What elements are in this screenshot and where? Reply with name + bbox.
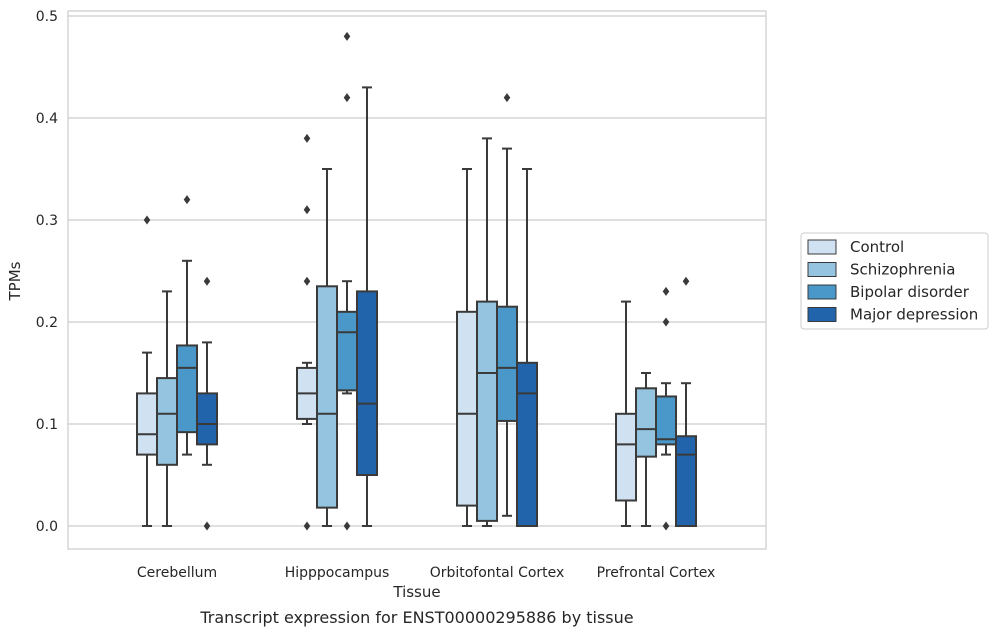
- outlier-point: [303, 133, 311, 143]
- y-tick-label: 0.4: [36, 111, 58, 127]
- y-axis-label: TPMs: [6, 261, 24, 301]
- outlier-point: [203, 276, 211, 286]
- outlier-point: [343, 521, 351, 531]
- outlier-point: [662, 317, 670, 327]
- box-schizophrenia: [476, 137, 498, 527]
- box-major-depression: [675, 276, 697, 527]
- plot-frame: [67, 10, 767, 550]
- y-tick-label: 0.5: [36, 9, 58, 25]
- box-body: [675, 435, 697, 527]
- outlier-point: [303, 205, 311, 215]
- box-body: [456, 310, 478, 507]
- outlier-point: [303, 521, 311, 531]
- legend-label: Schizophrenia: [850, 261, 955, 279]
- legend-frame: [800, 232, 989, 330]
- x-tick-label: Hipppocampus: [285, 565, 390, 581]
- box-body: [136, 392, 158, 456]
- boxes: [136, 31, 697, 531]
- legend-swatch: [807, 284, 837, 300]
- box-bipolar-disorder: [655, 286, 677, 531]
- outlier-point: [662, 521, 670, 531]
- figure-caption: Transcript expression for ENST0000029588…: [199, 608, 633, 627]
- legend-items: Control Schizophrenia Bipolar disorder Majo…: [807, 238, 978, 324]
- outlier-point: [343, 93, 351, 103]
- outlier-point: [143, 215, 151, 225]
- box-body: [476, 300, 498, 522]
- box-body: [196, 392, 218, 446]
- y-tick-label: 0.0: [36, 519, 58, 535]
- box-major-depression: [196, 276, 218, 531]
- box-control: [296, 133, 318, 531]
- box-body: [316, 285, 338, 509]
- x-tick-label: Orbitofontal Cortex: [430, 565, 565, 581]
- box-body: [516, 361, 538, 527]
- legend-label: Control: [850, 238, 904, 256]
- outlier-point: [343, 31, 351, 41]
- legend-swatch: [807, 307, 837, 322]
- box-body: [496, 305, 518, 422]
- legend-label: Major depression: [850, 306, 978, 324]
- box-bipolar-disorder: [176, 195, 198, 456]
- box-schizophrenia: [635, 372, 657, 527]
- box-control: [136, 215, 158, 527]
- outlier-point: [662, 286, 670, 296]
- x-axis-label: Tissue: [392, 583, 440, 601]
- box-body: [655, 395, 677, 446]
- box-body: [156, 377, 178, 466]
- outlier-point: [503, 93, 511, 103]
- legend-swatch: [807, 262, 837, 277]
- outlier-point: [203, 521, 211, 531]
- box-bipolar-disorder: [336, 31, 358, 531]
- outlier-point: [183, 195, 191, 205]
- box-body: [615, 412, 637, 502]
- outlier-point: [303, 276, 311, 286]
- x-tick-label: Cerebellum: [137, 565, 217, 581]
- legend-label: Bipolar disorder: [850, 283, 970, 301]
- y-tick-label: 0.1: [36, 417, 58, 433]
- box-body: [635, 387, 657, 458]
- y-axis-ticks: 0.0 0.1 0.2 0.3 0.4 0.5: [36, 9, 58, 535]
- legend: Control Schizophrenia Bipolar disorder Majo…: [800, 232, 989, 330]
- x-axis-ticks: Cerebellum Hipppocampus Orbitofontal Corte…: [137, 565, 715, 581]
- box-body: [356, 290, 378, 476]
- outlier-point: [682, 276, 690, 286]
- box-body: [176, 344, 198, 434]
- y-tick-label: 0.3: [36, 213, 58, 229]
- box-major-depression: [356, 86, 378, 527]
- box-schizophrenia: [316, 168, 338, 527]
- box-schizophrenia: [156, 290, 178, 527]
- box-major-depression: [516, 168, 538, 527]
- box-control: [456, 168, 478, 527]
- x-tick-label: Prefrontal Cortex: [597, 565, 716, 581]
- legend-swatch: [807, 239, 837, 255]
- y-tick-label: 0.2: [36, 315, 58, 331]
- box-control: [615, 300, 637, 527]
- box-bipolar-disorder: [496, 93, 518, 517]
- box-body: [336, 310, 358, 392]
